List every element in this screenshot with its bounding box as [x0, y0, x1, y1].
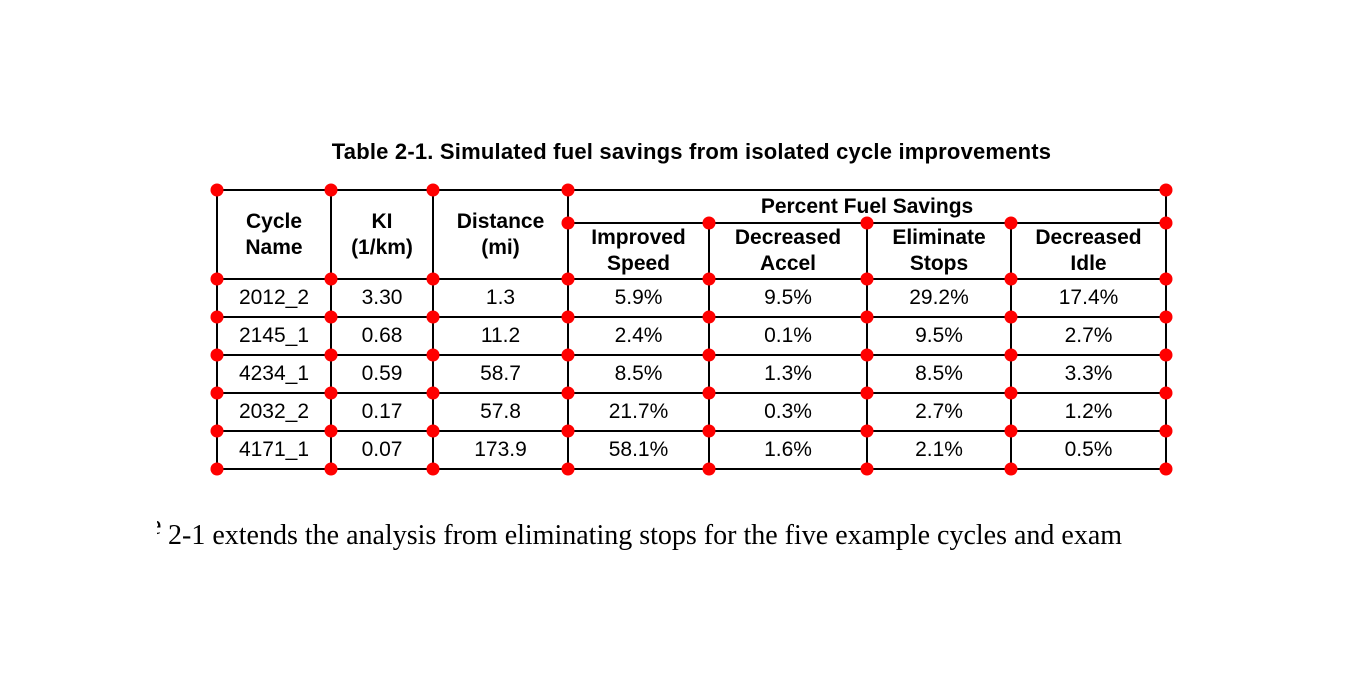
cell-decreased-idle: 2.7% — [1009, 316, 1168, 356]
cell-decreased-idle: 3.3% — [1009, 354, 1168, 394]
cell-decreased-accel: 1.3% — [708, 354, 868, 394]
col-header-distance: Distance (mi) — [432, 189, 569, 280]
col-header-decreased-accel: Decreased Accel — [708, 222, 868, 280]
col-header-cycle-name: Cycle Name — [216, 189, 332, 280]
cell-decreased-idle: 1.2% — [1009, 392, 1168, 432]
paragraph-text: 2-1 extends the analysis from eliminatin… — [168, 520, 1123, 551]
cell-improved-speed: 21.7% — [567, 392, 710, 432]
cell-decreased-accel: 0.1% — [708, 316, 868, 356]
cell-eliminate-stops: 8.5% — [866, 354, 1012, 394]
col-header-ki: KI (1/km) — [330, 189, 434, 280]
cell-cycle-name: 4171_1 — [216, 430, 332, 470]
cell-decreased-idle: 17.4% — [1009, 278, 1168, 318]
cell-ki: 0.17 — [330, 392, 434, 432]
table-row: 2032_2 0.17 57.8 21.7% 0.3% 2.7% 1.2% — [216, 392, 1168, 432]
cell-distance: 58.7 — [432, 354, 569, 394]
cell-decreased-accel: 1.6% — [708, 430, 868, 470]
clipped-letter-fragment: e — [157, 508, 162, 544]
table-row: 4234_1 0.59 58.7 8.5% 1.3% 8.5% 3.3% — [216, 354, 1168, 394]
table-row: 2012_2 3.30 1.3 5.9% 9.5% 29.2% 17.4% — [216, 278, 1168, 318]
cell-decreased-accel: 9.5% — [708, 278, 868, 318]
cell-eliminate-stops: 9.5% — [866, 316, 1012, 356]
cell-improved-speed: 58.1% — [567, 430, 710, 470]
table-header-row-1: Cycle Name KI (1/km) Distance (mi) Perce… — [216, 189, 1168, 280]
cell-eliminate-stops: 2.7% — [866, 392, 1012, 432]
cell-improved-speed: 5.9% — [567, 278, 710, 318]
body-paragraph: e2-1 extends the analysis from eliminati… — [157, 508, 1122, 554]
cell-cycle-name: 4234_1 — [216, 354, 332, 394]
cell-eliminate-stops: 2.1% — [866, 430, 1012, 470]
col-header-percent-fuel-savings: Percent Fuel Savings — [566, 189, 1168, 224]
fuel-savings-table: Cycle Name KI (1/km) Distance (mi) Perce… — [216, 189, 1168, 470]
cell-cycle-name: 2012_2 — [216, 278, 332, 318]
cell-distance: 173.9 — [432, 430, 569, 470]
table-row: 4171_1 0.07 173.9 58.1% 1.6% 2.1% 0.5% — [216, 430, 1168, 470]
cell-ki: 0.68 — [330, 316, 434, 356]
table-caption: Table 2-1. Simulated fuel savings from i… — [331, 139, 1052, 164]
cell-cycle-name: 2032_2 — [216, 392, 332, 432]
col-header-decreased-idle: Decreased Idle — [1009, 222, 1168, 280]
cell-distance: 57.8 — [432, 392, 569, 432]
cell-ki: 0.59 — [330, 354, 434, 394]
cell-ki: 0.07 — [330, 430, 434, 470]
col-header-eliminate-stops: Eliminate Stops — [866, 222, 1012, 280]
cell-ki: 3.30 — [330, 278, 434, 318]
table-row: 2145_1 0.68 11.2 2.4% 0.1% 9.5% 2.7% — [216, 316, 1168, 356]
cell-improved-speed: 8.5% — [567, 354, 710, 394]
cell-distance: 11.2 — [432, 316, 569, 356]
cell-improved-speed: 2.4% — [567, 316, 710, 356]
cell-decreased-idle: 0.5% — [1009, 430, 1168, 470]
cell-distance: 1.3 — [432, 278, 569, 318]
cell-eliminate-stops: 29.2% — [866, 278, 1012, 318]
cell-decreased-accel: 0.3% — [708, 392, 868, 432]
col-header-improved-speed: Improved Speed — [567, 222, 710, 280]
table-header-row-2: Improved Speed Decreased Accel Eliminate… — [217, 222, 1168, 280]
cell-cycle-name: 2145_1 — [216, 316, 332, 356]
